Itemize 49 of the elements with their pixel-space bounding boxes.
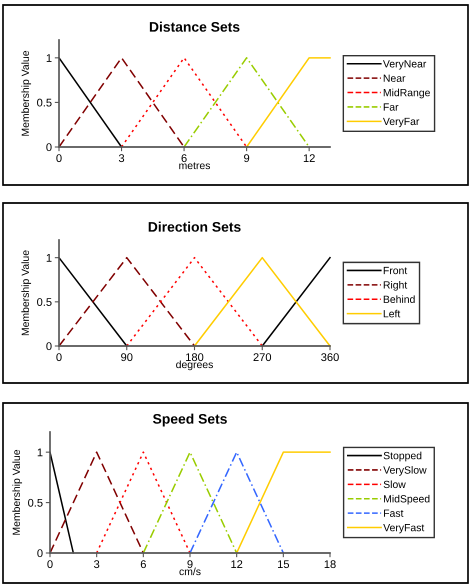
x-axis-title: cm/s xyxy=(179,568,201,576)
x-tick-label: 12 xyxy=(231,560,242,568)
y-axis-title: Membership Value xyxy=(12,450,22,535)
x-tick-label: 18 xyxy=(324,560,336,568)
y-tick-label: 1 xyxy=(46,54,52,62)
y-tick-label: 1 xyxy=(46,254,52,262)
legend-label: Right xyxy=(384,280,408,291)
legend-label: VerySlow xyxy=(383,466,427,476)
legend-label: VeryNear xyxy=(382,60,426,70)
x-axis-title: degrees xyxy=(176,360,213,370)
x-axis-title: metres xyxy=(179,162,210,170)
legend-label: Left xyxy=(384,310,400,318)
y-tick-label: 1 xyxy=(38,448,43,456)
y-tick-label: 0.5 xyxy=(28,498,43,507)
y-axis-title: Membership Value xyxy=(21,50,32,136)
y-tick-label: 0 xyxy=(46,143,52,152)
y-tick-label: 0 xyxy=(37,549,43,558)
x-tick-label: 9 xyxy=(187,560,193,568)
x-tick-label: 6 xyxy=(140,560,146,568)
x-tick-label: 270 xyxy=(254,353,272,362)
legend-label: Front xyxy=(384,266,408,274)
y-tick-label: 0 xyxy=(46,342,52,350)
x-tick-label: 6 xyxy=(182,154,187,162)
legend-label: Near xyxy=(384,74,406,82)
x-tick-label: 15 xyxy=(278,560,290,568)
x-tick-label: 0 xyxy=(56,353,62,362)
legend-label: VeryFast xyxy=(383,524,424,534)
x-tick-label: 90 xyxy=(121,353,132,362)
y-tick-label: 0.5 xyxy=(37,298,52,306)
x-tick-label: 180 xyxy=(186,353,204,362)
legend-label: MidRange xyxy=(384,88,430,98)
legend-label: Behind xyxy=(384,295,415,303)
legend-label: Slow xyxy=(384,480,406,488)
chart-title: Direction Sets xyxy=(148,222,241,232)
y-tick-label: 0.5 xyxy=(37,98,52,107)
legend-label: Stopped xyxy=(384,452,422,462)
legend-label: Far xyxy=(384,103,398,111)
x-tick-label: 360 xyxy=(321,353,339,362)
legend-label: MidSpeed xyxy=(384,494,430,505)
x-tick-label: 9 xyxy=(244,154,250,162)
legend-label: Fast xyxy=(384,510,404,517)
x-tick-label: 12 xyxy=(304,154,315,162)
chart-title: Speed Sets xyxy=(152,414,227,427)
y-axis-title: Membership Value xyxy=(21,250,32,336)
x-tick-label: 3 xyxy=(118,154,124,162)
chart-title: Distance Sets xyxy=(150,22,240,32)
x-tick-label: 3 xyxy=(94,560,100,568)
x-tick-label: 0 xyxy=(56,154,62,162)
legend-label: VeryFar xyxy=(382,118,420,128)
